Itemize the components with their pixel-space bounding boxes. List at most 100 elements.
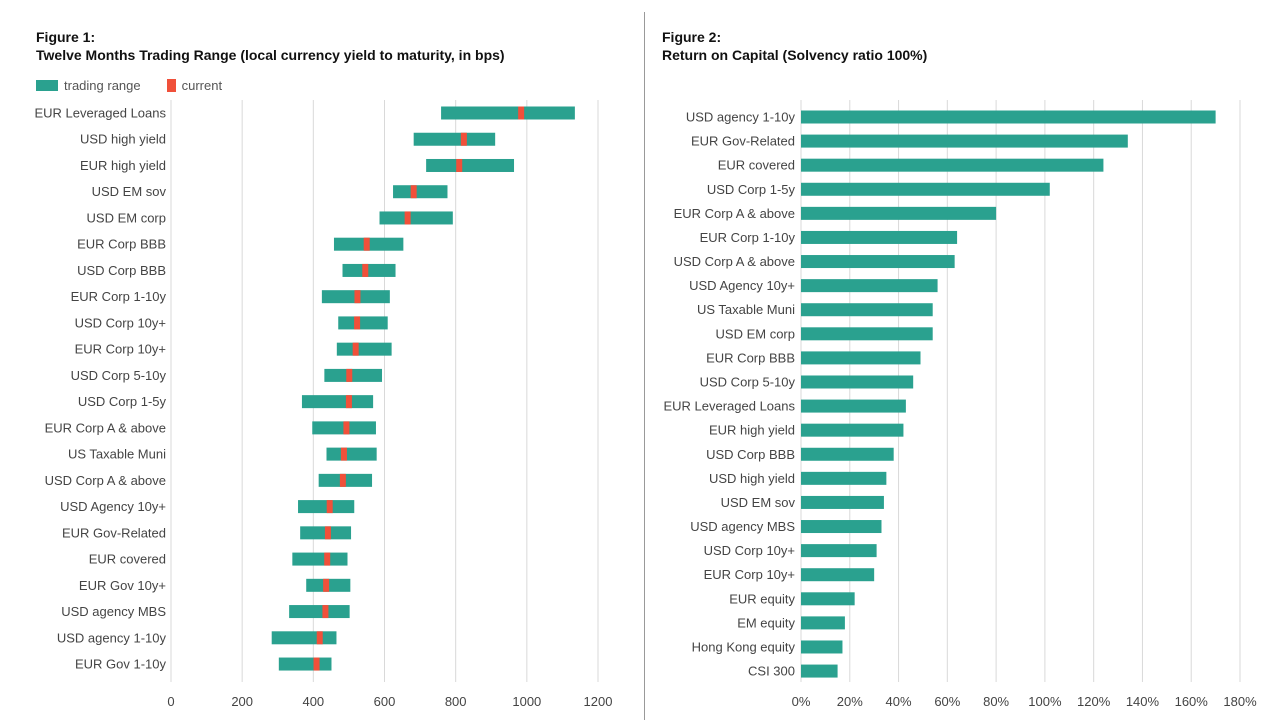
fig2-category-label: EUR covered [718, 158, 795, 173]
fig1-category-label: USD Agency 10y+ [60, 499, 166, 514]
fig1-category-label: USD agency 1-10y [57, 630, 167, 645]
fig1-category-label: EUR covered [89, 552, 166, 567]
figure2-title-text: Return on Capital (Solvency ratio 100%) [662, 47, 928, 63]
fig2-bar [801, 182, 1050, 196]
fig2-bar [801, 327, 933, 341]
fig2-category-label: USD EM sov [721, 495, 796, 510]
fig1-category-label: USD Corp 1-5y [78, 394, 167, 409]
fig2-xtick-label: 80% [983, 694, 1009, 709]
fig2-bar [801, 230, 958, 244]
fig1-range-bar [289, 605, 350, 619]
fig1-range-bar [426, 158, 515, 172]
legend-current-swatch [166, 79, 176, 92]
fig2-category-label: USD EM corp [716, 326, 795, 341]
fig1-current-marker [324, 526, 331, 540]
fig2-bar [801, 255, 955, 269]
fig2-xtick-label: 40% [886, 694, 912, 709]
fig2-bar [801, 375, 914, 389]
fig2-category-label: EM equity [737, 615, 795, 630]
fig1-category-label: USD EM sov [92, 184, 167, 199]
fig2-bar [801, 520, 882, 534]
fig1-current-marker [404, 211, 411, 225]
fig1-current-marker [363, 237, 370, 251]
fig1-category-label: EUR Gov-Related [62, 525, 166, 540]
figure1-label: Figure 1: [36, 29, 96, 45]
fig2-bar [801, 351, 921, 365]
figure1-title-text: Twelve Months Trading Range (local curre… [36, 47, 505, 63]
fig1-current-marker [340, 447, 347, 461]
fig2-category-label: EUR Corp 10y+ [704, 567, 795, 582]
fig1-category-label: US Taxable Muni [68, 447, 166, 462]
fig2-bar [801, 110, 1216, 124]
fig2-category-label: USD agency MBS [690, 519, 795, 534]
fig1-category-label: EUR Corp A & above [45, 420, 166, 435]
figure1-legend: trading range current [36, 78, 222, 93]
fig2-category-label: USD Corp 5-10y [700, 374, 796, 389]
fig1-range-bar [324, 368, 383, 382]
fig1-xtick-label: 400 [302, 694, 324, 709]
fig1-category-label: EUR Corp 10y+ [75, 342, 166, 357]
fig2-bar [801, 303, 933, 317]
figure2-title: Figure 2: Return on Capital (Solvency ra… [662, 28, 927, 64]
fig2-category-label: USD Corp 1-5y [707, 182, 796, 197]
fig1-category-label: EUR Corp BBB [77, 237, 166, 252]
fig2-category-label: USD Agency 10y+ [689, 278, 795, 293]
fig1-current-marker [343, 421, 350, 435]
fig2-xtick-label: 20% [837, 694, 863, 709]
fig1-range-bar [292, 552, 348, 566]
fig2-category-label: USD high yield [709, 471, 795, 486]
fig1-category-label: USD agency MBS [61, 604, 166, 619]
fig1-category-label: USD Corp 10y+ [75, 315, 166, 330]
fig2-bar [801, 134, 1128, 148]
fig1-xtick-label: 1000 [512, 694, 541, 709]
fig1-category-label: EUR Gov 10y+ [79, 578, 166, 593]
fig1-category-label: EUR Corp 1-10y [71, 289, 167, 304]
fig1-category-label: EUR high yield [80, 158, 166, 173]
fig2-bar [801, 471, 887, 485]
fig2-xtick-label: 0% [792, 694, 811, 709]
fig2-bar [801, 640, 843, 654]
fig2-bar [801, 423, 904, 437]
fig1-current-marker [323, 578, 330, 592]
fig2-category-label: USD Corp 10y+ [704, 543, 795, 558]
fig1-current-marker [326, 500, 333, 514]
fig2-bar [801, 399, 906, 413]
fig2-bar [801, 158, 1104, 172]
figure2-label: Figure 2: [662, 29, 722, 45]
fig1-range-bar [271, 631, 337, 645]
fig1-current-marker [354, 290, 361, 304]
fig2-xtick-label: 100% [1028, 694, 1062, 709]
fig2-bar [801, 544, 877, 558]
fig2-xtick-label: 120% [1077, 694, 1111, 709]
fig2-bar [801, 206, 997, 220]
fig1-current-marker [322, 605, 329, 619]
fig1-current-marker [362, 263, 369, 277]
fig1-current-marker [518, 106, 525, 120]
fig1-range-bar [342, 263, 396, 277]
fig2-category-label: USD agency 1-10y [686, 110, 796, 125]
legend-range-label: trading range [64, 78, 141, 93]
fig1-category-label: USD EM corp [87, 210, 166, 225]
fig1-xtick-label: 600 [374, 694, 396, 709]
fig1-range-bar [326, 447, 377, 461]
fig1-current-marker [316, 631, 323, 645]
fig2-category-label: USD Corp A & above [674, 254, 795, 269]
fig1-range-bar [301, 395, 374, 409]
fig2-category-label: CSI 300 [748, 664, 795, 679]
fig2-xtick-label: 60% [934, 694, 960, 709]
fig1-xtick-label: 800 [445, 694, 467, 709]
fig2-bar [801, 664, 838, 678]
fig1-range-bar [393, 185, 448, 199]
fig1-current-marker [460, 132, 467, 146]
fig2-category-label: EUR Corp A & above [674, 206, 795, 221]
fig2-category-label: EUR Corp BBB [706, 350, 795, 365]
fig1-range-bar [336, 342, 392, 356]
fig2-xtick-label: 160% [1175, 694, 1209, 709]
fig1-category-label: USD Corp A & above [45, 473, 166, 488]
fig2-bar [801, 447, 894, 461]
fig2-category-label: EUR equity [729, 591, 795, 606]
fig2-xtick-label: 180% [1223, 694, 1257, 709]
fig2-bar [801, 616, 845, 630]
fig1-current-marker [456, 158, 463, 172]
